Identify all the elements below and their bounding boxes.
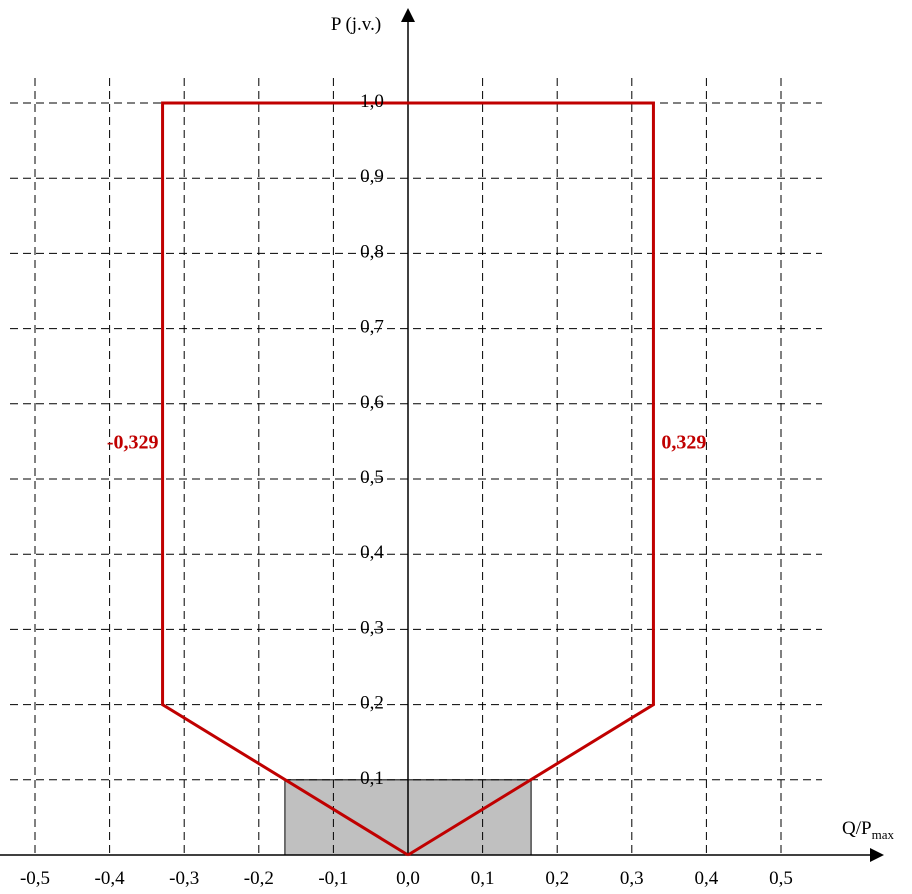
y-tick-label-2: 0,3 bbox=[360, 617, 384, 638]
x-axis-label: Q/Pmax bbox=[842, 818, 894, 842]
y-tick-label-3: 0,4 bbox=[360, 542, 384, 563]
series-line-0 bbox=[161, 101, 655, 857]
x-tick-label-9: 0,4 bbox=[695, 868, 719, 889]
y-tick-label-7: 0,8 bbox=[360, 241, 384, 262]
y-tick-label-1: 0,2 bbox=[360, 693, 384, 714]
x-tick-label-6: 0,1 bbox=[471, 868, 495, 889]
annotation-0: -0,329 bbox=[107, 431, 159, 453]
y-tick-label-4: 0,5 bbox=[360, 467, 384, 488]
x-tick-label-7: 0,2 bbox=[545, 868, 569, 889]
x-tick-label-8: 0,3 bbox=[620, 868, 644, 889]
x-tick-label-0: -0,5 bbox=[20, 868, 50, 889]
x-tick-label-2: -0,3 bbox=[169, 868, 199, 889]
x-tick-label-4: -0,1 bbox=[318, 868, 348, 889]
y-tick-label-5: 0,6 bbox=[360, 392, 384, 413]
x-tick-label-5: 0,0 bbox=[396, 868, 420, 889]
y-axis-label: P (j.v.) bbox=[331, 14, 381, 35]
y-tick-label-8: 0,9 bbox=[360, 166, 384, 187]
y-tick-label-0: 0,1 bbox=[360, 768, 384, 789]
x-tick-label-1: -0,4 bbox=[95, 868, 126, 889]
y-tick-label-9: 1,0 bbox=[360, 91, 384, 112]
x-tick-label-3: -0,2 bbox=[244, 868, 274, 889]
annotation-1: 0,329 bbox=[661, 431, 706, 453]
y-tick-label-6: 0,7 bbox=[360, 317, 384, 338]
x-tick-label-10: 0,5 bbox=[769, 868, 793, 889]
